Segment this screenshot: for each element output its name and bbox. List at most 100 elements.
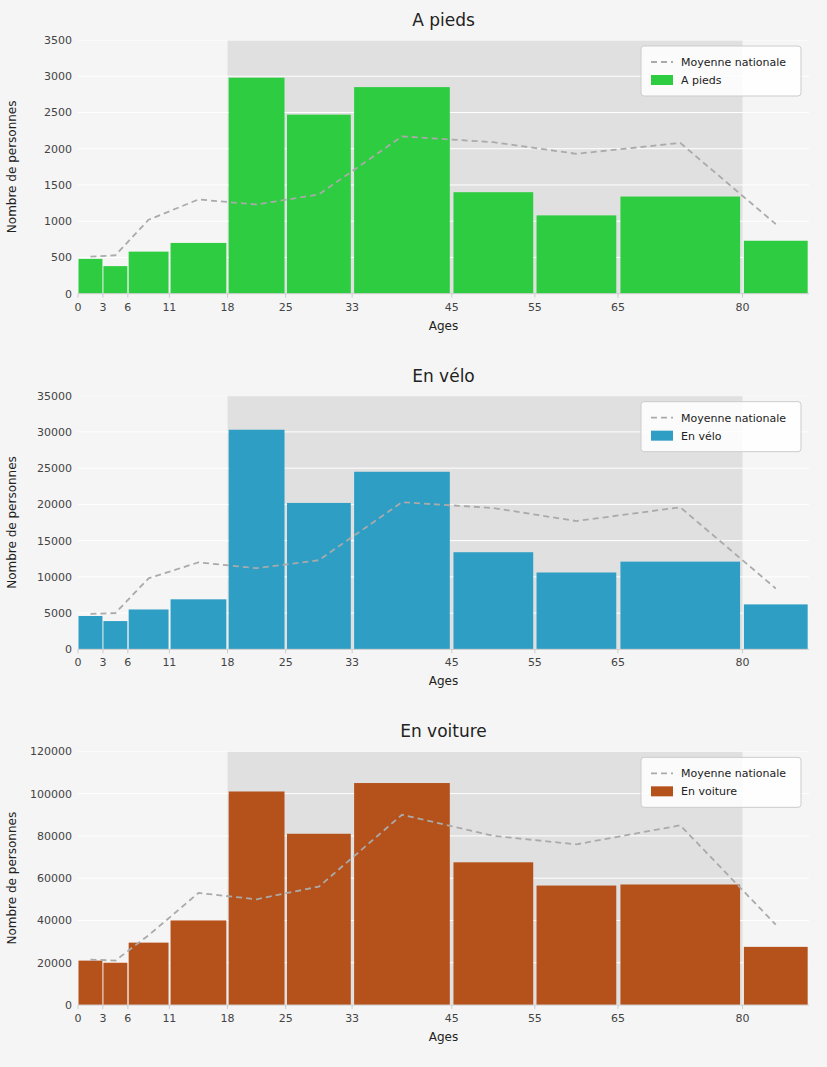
x-tick xyxy=(534,649,535,653)
x-tick xyxy=(227,294,228,298)
x-tick-label: 11 xyxy=(162,656,176,669)
line xyxy=(90,815,775,961)
x-tick-label: 33 xyxy=(345,301,359,314)
bar xyxy=(354,472,450,650)
x-tick-label: 25 xyxy=(279,1012,293,1025)
x-tick xyxy=(451,1005,452,1009)
y-axis-label: Nombre de personnes xyxy=(5,100,19,233)
y-tick-label: 500 xyxy=(51,251,72,264)
bar xyxy=(537,886,617,1005)
x-tick xyxy=(169,1005,170,1009)
bar xyxy=(744,241,808,294)
y-tick-label: 40000 xyxy=(37,914,72,927)
bar xyxy=(229,430,285,650)
bar xyxy=(453,862,533,1005)
x-tick-label: 45 xyxy=(445,1012,459,1025)
bar xyxy=(129,252,169,294)
legend-label: Moyenne nationale xyxy=(681,767,786,780)
legend-swatch xyxy=(651,772,673,774)
y-tick-label: 10000 xyxy=(37,571,72,584)
panel: A pieds036111825334555658005001000150020… xyxy=(5,10,809,333)
legend-box xyxy=(641,46,801,96)
x-axis-label: Ages xyxy=(429,319,458,333)
bar xyxy=(129,943,169,1005)
bar xyxy=(744,604,808,649)
x-tick-label: 55 xyxy=(528,656,542,669)
bar xyxy=(287,115,351,294)
bar xyxy=(78,616,102,649)
legend-swatch xyxy=(651,417,673,419)
y-tick-label: 2000 xyxy=(44,143,72,156)
bar xyxy=(620,885,740,1005)
y-tick-label: 0 xyxy=(65,643,72,656)
x-tick-label: 6 xyxy=(124,1012,131,1025)
x-tick xyxy=(127,294,128,298)
title: En vélo xyxy=(412,366,475,386)
x-tick xyxy=(285,649,286,653)
y-tick-label: 5000 xyxy=(44,607,72,620)
x-tick xyxy=(169,294,170,298)
legend-box xyxy=(641,757,801,807)
x-tick xyxy=(742,649,743,653)
panel: En vélo036111825334555658005000100001500… xyxy=(5,366,809,689)
x-tick-label: 25 xyxy=(279,656,293,669)
legend-swatch xyxy=(651,786,673,796)
y-tick-label: 25000 xyxy=(37,462,72,475)
bar xyxy=(103,621,127,649)
x-tick-label: 33 xyxy=(345,656,359,669)
x-tick xyxy=(451,649,452,653)
x-tick xyxy=(78,1005,79,1009)
x-tick-label: 18 xyxy=(221,656,235,669)
x-tick xyxy=(617,649,618,653)
bar xyxy=(354,87,450,294)
y-axis-label: Nombre de personnes xyxy=(5,812,19,945)
bar xyxy=(171,920,227,1005)
x-tick-label: 6 xyxy=(124,301,131,314)
y-tick-label: 100000 xyxy=(30,788,72,801)
x-tick xyxy=(102,1005,103,1009)
bar xyxy=(287,834,351,1005)
x-tick-label: 45 xyxy=(445,301,459,314)
y-tick-label: 20000 xyxy=(37,498,72,511)
bar xyxy=(129,609,169,649)
y-tick-label: 80000 xyxy=(37,830,72,843)
y-tick-label: 20000 xyxy=(37,957,72,970)
y-tick-label: 35000 xyxy=(37,390,72,403)
bar xyxy=(103,266,127,294)
y-tick-label: 0 xyxy=(65,288,72,301)
x-tick xyxy=(127,649,128,653)
grid-line xyxy=(78,293,809,294)
x-tick xyxy=(534,294,535,298)
figure: A pieds036111825334555658005001000150020… xyxy=(0,0,827,1067)
x-axis-line xyxy=(78,649,809,650)
x-tick xyxy=(352,1005,353,1009)
x-tick-label: 3 xyxy=(99,1012,106,1025)
y-tick-label: 60000 xyxy=(37,872,72,885)
bar xyxy=(103,963,127,1005)
x-tick-label: 3 xyxy=(99,656,106,669)
x-tick-label: 25 xyxy=(279,301,293,314)
shaded-span xyxy=(228,396,743,650)
x-tick-label: 11 xyxy=(162,1012,176,1025)
y-tick-label: 1500 xyxy=(44,179,72,192)
x-tick xyxy=(451,294,452,298)
legend-swatch xyxy=(651,75,673,85)
bar xyxy=(537,215,617,293)
x-tick-label: 80 xyxy=(736,656,750,669)
grid-line xyxy=(78,396,809,397)
bar xyxy=(453,192,533,293)
x-tick xyxy=(285,294,286,298)
x-tick-label: 55 xyxy=(528,1012,542,1025)
bar xyxy=(453,552,533,649)
panel: En voiture036111825334555658002000040000… xyxy=(5,721,809,1044)
x-tick xyxy=(169,649,170,653)
grid-line xyxy=(78,751,809,752)
x-tick xyxy=(617,1005,618,1009)
y-tick-label: 30000 xyxy=(37,426,72,439)
bar xyxy=(229,791,285,1005)
legend-swatch xyxy=(651,431,673,441)
bar xyxy=(229,78,285,294)
x-tick-label: 6 xyxy=(124,656,131,669)
bar xyxy=(287,503,351,649)
bar xyxy=(620,197,740,294)
